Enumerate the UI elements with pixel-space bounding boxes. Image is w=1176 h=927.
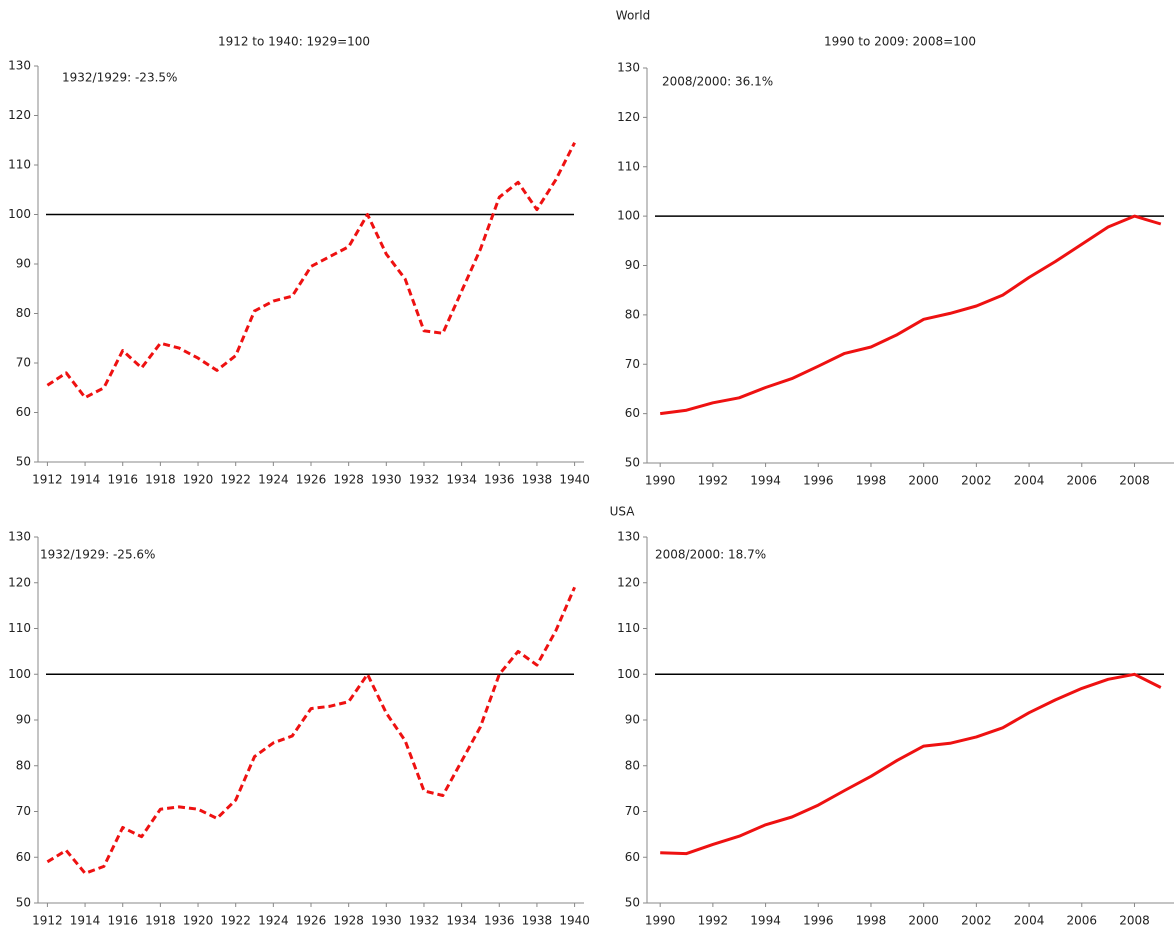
y-tick-label: 100 bbox=[8, 667, 31, 681]
y-tick-label: 110 bbox=[8, 158, 31, 172]
x-tick-label: 1936 bbox=[484, 914, 515, 927]
x-tick-label: 1936 bbox=[484, 473, 515, 487]
y-tick-label: 80 bbox=[16, 306, 31, 320]
x-tick-label: 1992 bbox=[698, 474, 729, 488]
x-tick-label: 2000 bbox=[908, 474, 939, 488]
x-tick-label: 1912 bbox=[32, 473, 63, 487]
y-tick-label: 100 bbox=[8, 207, 31, 221]
y-tick-label: 50 bbox=[625, 456, 640, 470]
x-tick-label: 2000 bbox=[908, 914, 939, 927]
y-tick-label: 90 bbox=[16, 713, 31, 727]
x-tick-label: 1996 bbox=[803, 474, 834, 488]
x-tick-label: 2008 bbox=[1119, 914, 1150, 927]
x-tick-label: 1994 bbox=[750, 474, 781, 488]
x-tick-label: 1924 bbox=[258, 914, 289, 927]
x-tick-label: 1922 bbox=[220, 914, 251, 927]
data-line bbox=[46, 142, 576, 400]
x-tick-label: 1990 bbox=[645, 474, 676, 488]
y-tick-label: 130 bbox=[617, 61, 640, 75]
x-tick-label: 1998 bbox=[856, 474, 887, 488]
y-tick-label: 110 bbox=[617, 621, 640, 635]
x-tick-label: 1926 bbox=[296, 914, 327, 927]
x-tick-label: 1990 bbox=[645, 914, 676, 927]
x-tick-label: 1930 bbox=[371, 914, 402, 927]
y-tick-label: 90 bbox=[16, 257, 31, 271]
y-tick-label: 80 bbox=[625, 758, 640, 772]
data-line bbox=[660, 672, 1162, 856]
annotation: 1932/1929: -23.5% bbox=[62, 71, 177, 85]
section-title: World bbox=[616, 9, 650, 23]
x-tick-label: 1918 bbox=[145, 473, 176, 487]
x-tick-label: 2004 bbox=[1014, 474, 1045, 488]
y-tick-label: 120 bbox=[8, 575, 31, 589]
x-tick-label: 1940 bbox=[559, 473, 590, 487]
chart-title: 1912 to 1940: 1929=100 bbox=[218, 35, 370, 49]
x-tick-label: 1920 bbox=[183, 914, 214, 927]
x-tick-label: 1916 bbox=[107, 914, 138, 927]
x-tick-label: 1920 bbox=[183, 473, 214, 487]
y-tick-label: 120 bbox=[617, 575, 640, 589]
x-tick-label: 1932 bbox=[409, 914, 440, 927]
x-tick-label: 2002 bbox=[961, 474, 992, 488]
x-tick-label: 1998 bbox=[856, 914, 887, 927]
y-tick-label: 70 bbox=[16, 356, 31, 370]
y-tick-label: 70 bbox=[625, 357, 640, 371]
y-tick-label: 50 bbox=[16, 896, 31, 910]
x-tick-label: 1912 bbox=[32, 914, 63, 927]
x-tick-label: 1914 bbox=[70, 914, 101, 927]
y-tick-label: 50 bbox=[16, 455, 31, 469]
x-tick-label: 2002 bbox=[961, 914, 992, 927]
y-tick-label: 70 bbox=[16, 804, 31, 818]
x-tick-label: 1934 bbox=[446, 473, 477, 487]
annotation: 2008/2000: 18.7% bbox=[655, 548, 766, 562]
x-tick-label: 1992 bbox=[698, 914, 729, 927]
y-tick-label: 130 bbox=[8, 59, 31, 73]
y-tick-label: 50 bbox=[625, 896, 640, 910]
y-tick-label: 100 bbox=[617, 209, 640, 223]
x-tick-label: 1926 bbox=[296, 473, 327, 487]
x-tick-label: 1994 bbox=[750, 914, 781, 927]
y-tick-label: 70 bbox=[625, 804, 640, 818]
x-tick-label: 1918 bbox=[145, 914, 176, 927]
y-tick-label: 110 bbox=[8, 621, 31, 635]
y-tick-label: 120 bbox=[617, 110, 640, 124]
y-tick-label: 130 bbox=[617, 530, 640, 544]
x-tick-label: 1924 bbox=[258, 473, 289, 487]
y-tick-label: 100 bbox=[617, 667, 640, 681]
y-tick-label: 60 bbox=[16, 850, 31, 864]
section-title: USA bbox=[610, 505, 636, 519]
x-tick-label: 1940 bbox=[559, 914, 590, 927]
y-tick-label: 80 bbox=[16, 758, 31, 772]
y-tick-label: 90 bbox=[625, 258, 640, 272]
data-line bbox=[660, 214, 1162, 416]
x-tick-label: 1938 bbox=[522, 473, 553, 487]
x-tick-label: 1938 bbox=[522, 914, 553, 927]
x-tick-label: 2004 bbox=[1014, 914, 1045, 927]
x-tick-label: 1914 bbox=[70, 473, 101, 487]
y-tick-label: 80 bbox=[625, 307, 640, 321]
y-tick-label: 90 bbox=[625, 713, 640, 727]
y-tick-label: 110 bbox=[617, 159, 640, 173]
x-tick-label: 2006 bbox=[1067, 914, 1098, 927]
x-tick-label: 1922 bbox=[220, 473, 251, 487]
annotation: 2008/2000: 36.1% bbox=[662, 75, 773, 89]
chart-title: 1990 to 2009: 2008=100 bbox=[824, 35, 976, 49]
y-tick-label: 60 bbox=[625, 850, 640, 864]
x-tick-label: 1928 bbox=[333, 914, 364, 927]
y-tick-label: 60 bbox=[16, 405, 31, 419]
x-tick-label: 2006 bbox=[1067, 474, 1098, 488]
annotation: 1932/1929: -25.6% bbox=[40, 548, 155, 562]
x-tick-label: 1928 bbox=[333, 473, 364, 487]
y-tick-label: 60 bbox=[625, 406, 640, 420]
data-line bbox=[46, 586, 576, 875]
y-tick-label: 130 bbox=[8, 530, 31, 544]
x-tick-label: 2008 bbox=[1119, 474, 1150, 488]
x-tick-label: 1916 bbox=[107, 473, 138, 487]
x-tick-label: 1934 bbox=[446, 914, 477, 927]
x-tick-label: 1932 bbox=[409, 473, 440, 487]
x-tick-label: 1930 bbox=[371, 473, 402, 487]
x-tick-label: 1996 bbox=[803, 914, 834, 927]
y-tick-label: 120 bbox=[8, 108, 31, 122]
